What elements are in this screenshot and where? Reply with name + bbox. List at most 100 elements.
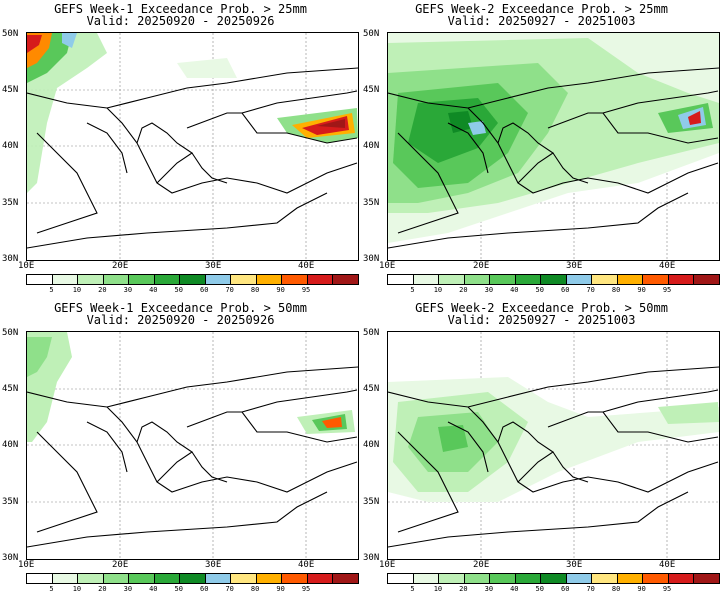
colorbar-label: 50	[535, 585, 544, 593]
map-panel-week2-25mm: GEFS Week-2 Exceedance Prob. > 25mm Vali…	[361, 0, 722, 299]
colorbar-swatch	[129, 574, 155, 583]
colorbar-swatch	[205, 574, 232, 583]
lat-label: 30N	[363, 254, 380, 264]
colorbar-label: 60	[561, 585, 570, 593]
lat-label: 45N	[2, 85, 19, 95]
map-panel-week1-50mm: GEFS Week-1 Exceedance Prob. > 50mm Vali…	[0, 299, 361, 598]
panel-title: GEFS Week-1 Exceedance Prob. > 25mm	[54, 2, 307, 16]
colorbar-label: 40	[149, 585, 158, 593]
colorbar-swatch	[439, 275, 465, 284]
colorbar-label: 70	[586, 585, 595, 593]
colorbar-label: 40	[510, 286, 519, 294]
colorbar-label: 10	[433, 585, 443, 593]
colorbar-swatch	[103, 574, 130, 583]
colorbar-swatch	[180, 275, 206, 284]
colorbar-label: 90	[276, 585, 285, 593]
colorbar-label: 30	[484, 286, 494, 294]
colorbar	[26, 573, 359, 584]
colorbar-swatch	[205, 275, 232, 284]
colorbar-swatch	[27, 574, 53, 583]
colorbar-swatch	[643, 574, 669, 583]
colorbar-swatch	[52, 275, 79, 284]
colorbar-label: 60	[561, 286, 570, 294]
colorbar-label: 30	[484, 585, 494, 593]
colorbar-swatch	[617, 574, 644, 583]
colorbar-label: 5	[49, 286, 54, 294]
colorbar-label: 95	[662, 286, 672, 294]
colorbar-label: 50	[535, 286, 544, 294]
colorbar-swatch	[388, 275, 414, 284]
colorbar-swatch	[52, 574, 79, 583]
colorbar-label: 90	[637, 585, 646, 593]
colorbar-swatch	[129, 275, 155, 284]
colorbar-swatch	[490, 574, 516, 583]
colorbar-label: 90	[276, 286, 285, 294]
map-area	[387, 32, 720, 261]
colorbar-label: 10	[433, 286, 443, 294]
colorbar	[387, 573, 720, 584]
colorbar-swatch	[282, 275, 308, 284]
lat-label: 35N	[363, 198, 380, 208]
colorbar-swatch	[333, 574, 358, 583]
lat-label: 45N	[363, 384, 380, 394]
lat-label: 40N	[2, 440, 19, 450]
colorbar-swatch	[617, 275, 644, 284]
lat-label: 45N	[363, 85, 380, 95]
lat-label: 40N	[363, 141, 380, 151]
lon-label: 10E	[379, 261, 396, 271]
colorbar-swatch	[515, 574, 542, 583]
colorbar-swatch	[231, 275, 257, 284]
colorbar-swatch	[103, 275, 130, 284]
colorbar-label: 10	[72, 585, 82, 593]
panel-title: GEFS Week-2 Exceedance Prob. > 25mm	[415, 2, 668, 16]
panel-valid-dates: Valid: 20250920 - 20250926	[86, 313, 275, 327]
colorbar-swatch	[413, 275, 440, 284]
lon-label: 10E	[18, 261, 35, 271]
colorbar-swatch	[282, 574, 308, 583]
colorbar-label: 40	[149, 286, 158, 294]
lat-label: 35N	[363, 497, 380, 507]
map-area	[387, 331, 720, 560]
colorbar-label: 95	[662, 585, 672, 593]
lon-label: 40E	[659, 261, 676, 271]
lon-label: 20E	[112, 560, 129, 570]
colorbar-swatch	[27, 275, 53, 284]
colorbar-label: 20	[459, 585, 468, 593]
lat-label: 30N	[2, 254, 19, 264]
colorbar-label: 20	[459, 286, 468, 294]
colorbar-label: 5	[49, 585, 54, 593]
colorbar-swatch	[388, 574, 414, 583]
colorbar-swatch	[180, 574, 206, 583]
colorbar-label: 80	[611, 585, 621, 593]
colorbar-label: 5	[410, 286, 415, 294]
lat-label: 30N	[2, 553, 19, 563]
lat-label: 50N	[2, 29, 19, 39]
lon-label: 40E	[298, 261, 315, 271]
colorbar-label: 95	[301, 585, 311, 593]
colorbar-label: 80	[250, 585, 260, 593]
lat-label: 35N	[2, 198, 19, 208]
colorbar-swatch	[541, 574, 567, 583]
lon-label: 30E	[566, 560, 583, 570]
colorbar-swatch	[231, 574, 257, 583]
colorbar-label: 95	[301, 286, 311, 294]
lat-label: 40N	[2, 141, 19, 151]
colorbar-swatch	[668, 574, 695, 583]
colorbar-swatch	[566, 574, 593, 583]
colorbar-swatch	[592, 275, 618, 284]
colorbar-swatch	[464, 574, 491, 583]
colorbar-swatch	[78, 574, 104, 583]
colorbar-swatch	[490, 275, 516, 284]
colorbar-swatch	[694, 275, 719, 284]
colorbar-label: 30	[123, 286, 133, 294]
colorbar-swatch	[515, 275, 542, 284]
colorbar	[387, 274, 720, 285]
colorbar-swatch	[592, 574, 618, 583]
map-area	[26, 32, 359, 261]
lat-label: 35N	[2, 497, 19, 507]
colorbar-swatch	[541, 275, 567, 284]
colorbar-swatch	[333, 275, 358, 284]
colorbar-label: 50	[174, 585, 183, 593]
colorbar-swatch	[694, 574, 719, 583]
colorbar-swatch	[256, 574, 283, 583]
